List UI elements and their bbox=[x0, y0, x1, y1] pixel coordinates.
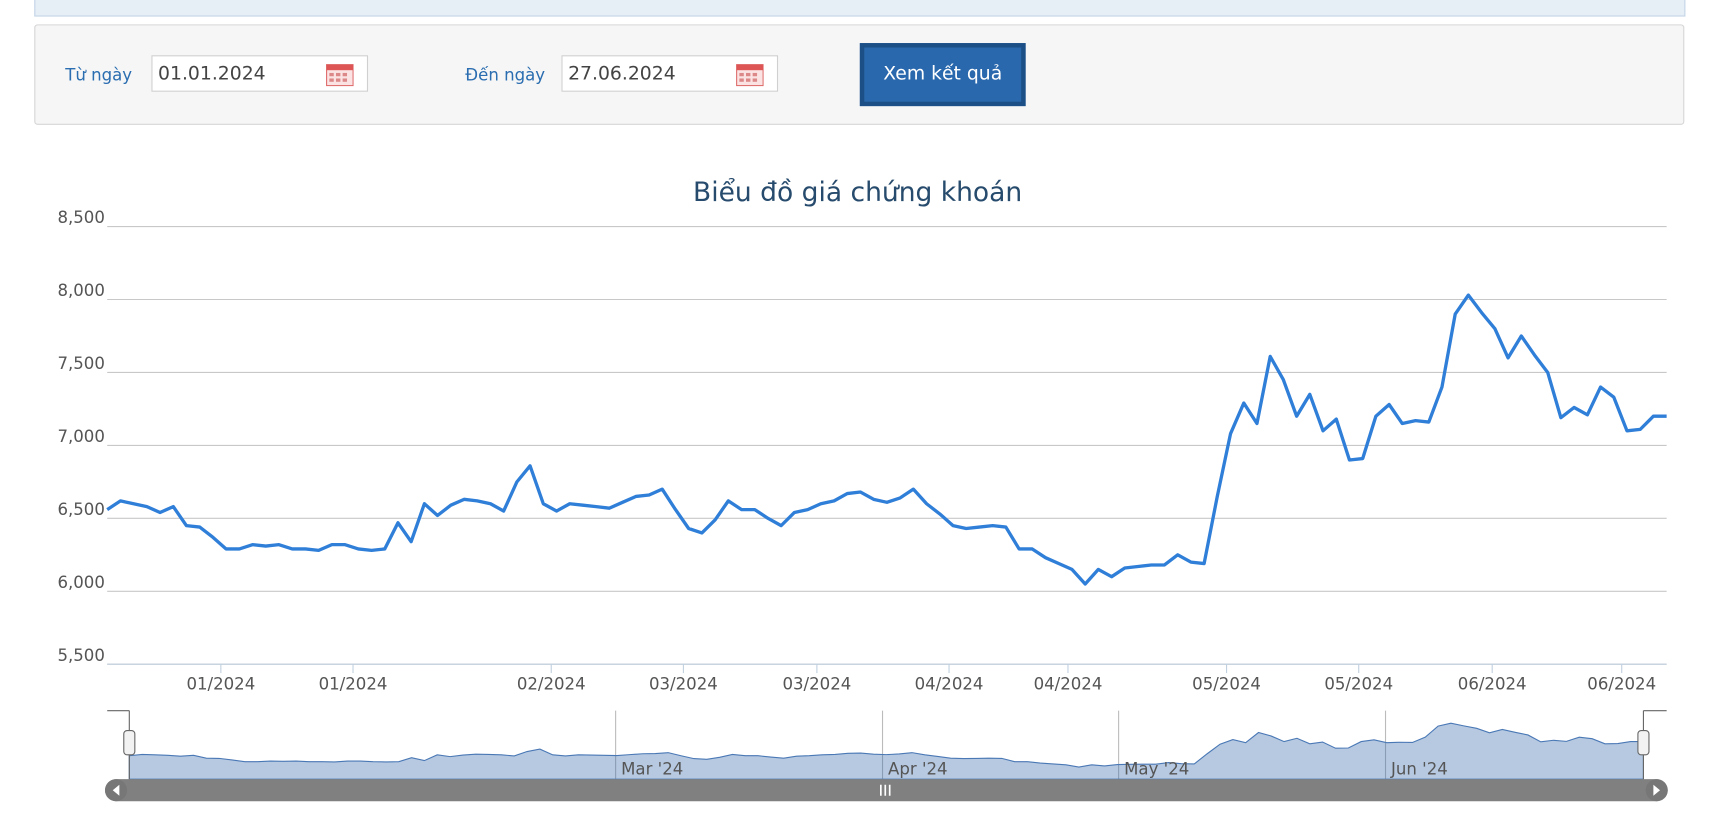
x-tick-label: 02/2024 bbox=[517, 675, 586, 694]
from-input[interactable]: 01.01.2024 bbox=[151, 55, 369, 92]
x-tick-label: 03/2024 bbox=[649, 675, 718, 694]
y-tick-label: 8,500 bbox=[57, 208, 104, 227]
date-form: Từ ngày 01.01.2024 Đến ngày 27.06.2024 X… bbox=[34, 24, 1685, 125]
scrollbar-track bbox=[104, 779, 1668, 802]
x-tick-label: 03/2024 bbox=[782, 675, 851, 694]
chart: Biểu đồ giá chứng khoán 5,500 6,000 6,500 7… bbox=[57, 177, 1668, 802]
from-value: 01.01.2024 bbox=[158, 62, 266, 86]
range-handle[interactable] bbox=[123, 729, 136, 756]
navigator-label: Mar '24 bbox=[621, 760, 683, 779]
x-tick-label: 06/2024 bbox=[1587, 675, 1656, 694]
navigator-label: Jun '24 bbox=[1390, 760, 1448, 779]
to-input[interactable]: 27.06.2024 bbox=[561, 55, 779, 92]
navigator-bg bbox=[129, 708, 1644, 780]
y-tick-label: 7,000 bbox=[57, 427, 104, 446]
y-tick-label: 8,000 bbox=[57, 281, 104, 300]
y-tick-label: 6,500 bbox=[57, 500, 104, 519]
calendar-icon[interactable] bbox=[326, 62, 354, 87]
navigator-label: May '24 bbox=[1124, 760, 1189, 779]
range-handle[interactable] bbox=[1637, 729, 1650, 756]
top-bar bbox=[34, 0, 1686, 17]
to-label: Đến ngày bbox=[465, 65, 546, 86]
x-tick-label: 05/2024 bbox=[1324, 675, 1393, 694]
navigator-outline bbox=[107, 710, 1667, 780]
calendar-icon[interactable] bbox=[736, 62, 764, 87]
x-tick-label: 04/2024 bbox=[915, 675, 984, 694]
x-tick-label: 05/2024 bbox=[1192, 675, 1261, 694]
from-label: Từ ngày bbox=[65, 65, 133, 86]
y-tick-label: 6,000 bbox=[57, 573, 104, 592]
navigator-area bbox=[128, 722, 1644, 780]
x-tick-label: 01/2024 bbox=[186, 675, 255, 694]
x-tick-label: 01/2024 bbox=[319, 675, 388, 694]
navigator-label: Apr '24 bbox=[888, 760, 948, 779]
y-tick-label: 5,500 bbox=[57, 646, 104, 665]
y-tick-label: 7,500 bbox=[57, 354, 104, 373]
chart-title: Biểu đồ giá chứng khoán bbox=[693, 177, 1022, 208]
x-tick-label: 06/2024 bbox=[1458, 675, 1527, 694]
price-line bbox=[106, 293, 1667, 586]
submit-button[interactable]: Xem kết quả bbox=[859, 43, 1026, 107]
x-tick-label: 04/2024 bbox=[1034, 675, 1103, 694]
to-value: 27.06.2024 bbox=[568, 62, 676, 86]
scroll-grip bbox=[880, 784, 891, 796]
